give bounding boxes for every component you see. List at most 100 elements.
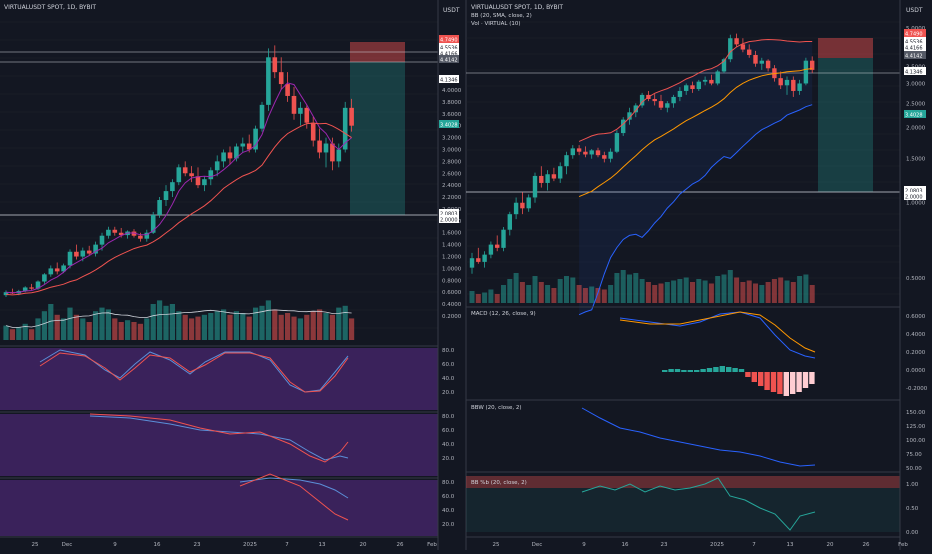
stop-loss-zone[interactable]: [818, 38, 873, 58]
candle-body[interactable]: [583, 151, 588, 155]
candle-body[interactable]: [734, 38, 739, 45]
candle-body[interactable]: [99, 235, 105, 245]
right-time-axis[interactable]: 25 Dec 9 16 23 2025 7 13 20 26 Feb: [493, 542, 909, 548]
candle-body[interactable]: [482, 254, 487, 262]
candle-body[interactable]: [652, 98, 657, 102]
candle-body[interactable]: [469, 258, 475, 268]
candle-body[interactable]: [3, 292, 9, 296]
candle-body[interactable]: [310, 122, 316, 141]
candle-body[interactable]: [526, 197, 531, 209]
candle-body[interactable]: [157, 200, 162, 215]
candle-body[interactable]: [48, 268, 54, 275]
candle-body[interactable]: [266, 57, 271, 105]
candle-body[interactable]: [608, 151, 613, 159]
candle-body[interactable]: [323, 143, 329, 153]
candle-body[interactable]: [214, 161, 220, 171]
candle-body[interactable]: [253, 128, 258, 150]
candle-body[interactable]: [495, 244, 500, 248]
candle-body[interactable]: [272, 57, 278, 73]
candle-body[interactable]: [54, 268, 60, 272]
candle-body[interactable]: [304, 107, 310, 123]
candle-body[interactable]: [150, 214, 156, 233]
candle-body[interactable]: [298, 107, 303, 114]
candle-body[interactable]: [778, 78, 783, 86]
candle-body[interactable]: [278, 72, 284, 85]
candle-body[interactable]: [765, 60, 771, 69]
candle-body[interactable]: [696, 81, 701, 90]
candle-body[interactable]: [317, 140, 322, 153]
candle-body[interactable]: [564, 155, 569, 167]
candle-body[interactable]: [513, 202, 519, 215]
candle-body[interactable]: [246, 143, 252, 150]
candle-body[interactable]: [342, 107, 348, 150]
candle-body[interactable]: [589, 150, 594, 155]
candle-body[interactable]: [285, 84, 290, 96]
candle-body[interactable]: [602, 155, 607, 159]
candle-body[interactable]: [86, 250, 92, 254]
candle-body[interactable]: [182, 167, 188, 174]
candle-body[interactable]: [702, 79, 708, 82]
candle-body[interactable]: [240, 143, 246, 147]
candle-body[interactable]: [558, 166, 563, 179]
candle-body[interactable]: [349, 107, 354, 126]
candle-body[interactable]: [189, 173, 194, 177]
candle-body[interactable]: [234, 146, 239, 159]
candle-body[interactable]: [67, 251, 73, 266]
candle-body[interactable]: [810, 60, 815, 70]
candle-body[interactable]: [545, 174, 550, 183]
candle-body[interactable]: [747, 49, 752, 55]
take-profit-zone[interactable]: [350, 62, 405, 215]
candle-body[interactable]: [35, 281, 41, 289]
candle-body[interactable]: [759, 60, 764, 64]
candle-body[interactable]: [61, 265, 66, 272]
candle-body[interactable]: [690, 85, 695, 90]
candle-body[interactable]: [501, 229, 506, 248]
candle-body[interactable]: [195, 176, 201, 186]
candle-body[interactable]: [138, 235, 143, 239]
candle-body[interactable]: [202, 179, 207, 186]
left-time-axis[interactable]: 25 Dec 9 16 23 2025 7 13 20 26 Feb: [32, 542, 438, 548]
candle-body[interactable]: [163, 191, 169, 201]
candle-body[interactable]: [551, 174, 557, 179]
candle-body[interactable]: [721, 59, 727, 72]
candle-body[interactable]: [709, 79, 714, 84]
candle-body[interactable]: [106, 229, 111, 236]
candle-body[interactable]: [22, 287, 28, 292]
candle-body[interactable]: [784, 79, 790, 86]
candle-body[interactable]: [227, 152, 233, 159]
candle-body[interactable]: [291, 95, 297, 114]
candle-body[interactable]: [42, 274, 47, 282]
candle-body[interactable]: [539, 175, 544, 183]
candle-body[interactable]: [532, 175, 538, 198]
candle-body[interactable]: [93, 244, 98, 254]
candle-body[interactable]: [614, 133, 620, 152]
candle-body[interactable]: [797, 83, 802, 91]
candle-body[interactable]: [621, 119, 626, 134]
candle-body[interactable]: [476, 258, 481, 262]
candle-body[interactable]: [29, 287, 34, 289]
candle-body[interactable]: [633, 105, 638, 113]
candle-body[interactable]: [627, 112, 632, 120]
candle-body[interactable]: [671, 96, 676, 104]
candle-body[interactable]: [144, 232, 150, 239]
candle-body[interactable]: [131, 231, 137, 236]
candle-body[interactable]: [658, 101, 664, 108]
candle-body[interactable]: [259, 104, 265, 129]
candle-body[interactable]: [665, 103, 670, 108]
candle-body[interactable]: [488, 244, 494, 255]
take-profit-zone[interactable]: [818, 58, 873, 192]
candle-body[interactable]: [330, 143, 335, 162]
candle-body[interactable]: [595, 150, 601, 156]
candle-body[interactable]: [176, 167, 182, 183]
candle-body[interactable]: [118, 232, 124, 236]
candle-body[interactable]: [208, 170, 214, 180]
candle-body[interactable]: [170, 182, 175, 192]
candle-body[interactable]: [791, 79, 796, 91]
candle-body[interactable]: [507, 214, 512, 230]
candle-body[interactable]: [715, 71, 720, 84]
candle-body[interactable]: [74, 251, 79, 257]
candle-body[interactable]: [803, 60, 809, 84]
candle-body[interactable]: [728, 38, 733, 60]
candle-body[interactable]: [753, 54, 758, 64]
candle-body[interactable]: [520, 202, 525, 209]
